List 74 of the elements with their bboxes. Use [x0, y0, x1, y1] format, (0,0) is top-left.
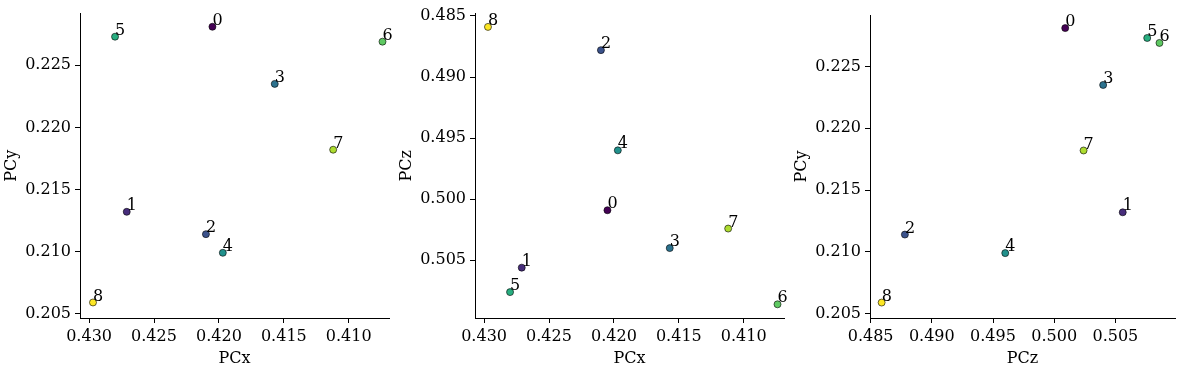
y-tick-label: 0.225 [25, 54, 71, 74]
y-tick-label: 0.495 [420, 127, 466, 147]
annotation: 6 [777, 287, 788, 307]
x-tick-label: 0.425 [131, 325, 177, 345]
x-tick-label: 0.425 [526, 325, 572, 345]
y-tick-label: 0.210 [25, 240, 71, 260]
point [773, 300, 782, 309]
annotation: 2 [904, 217, 916, 237]
x-tick-label: 0.420 [196, 325, 242, 345]
x-tick-label: 0.420 [591, 325, 637, 345]
annotation: 3 [1103, 68, 1114, 88]
annotation: 2 [205, 217, 217, 237]
point [484, 23, 492, 31]
point [122, 208, 131, 216]
y-axis-title: PCz [395, 150, 415, 182]
x-tick-label: 0.490 [908, 325, 955, 345]
annotation: 5 [115, 19, 126, 39]
x-tick-label: 0.495 [970, 325, 1016, 345]
y-tick-label: 0.215 [25, 178, 71, 198]
y-tick-label: 0.205 [815, 302, 861, 322]
x-tick-label: 0.505 [1092, 325, 1139, 345]
x-tick-label: 0.410 [720, 325, 767, 345]
annotation: 5 [1147, 21, 1158, 41]
annotation: 4 [1005, 236, 1016, 256]
annotation: 0 [212, 9, 223, 29]
point [1099, 81, 1107, 89]
y-axis-title: PCy [790, 150, 810, 183]
annotation: 8 [92, 285, 104, 305]
point [603, 206, 612, 215]
y-tick-label: 0.210 [815, 241, 861, 261]
x-axis-title: PCx [613, 347, 646, 367]
point [270, 80, 279, 88]
annotation: 1 [521, 250, 532, 270]
x-tick-label: 0.500 [1031, 325, 1078, 345]
y-tick-label: 0.220 [815, 117, 861, 137]
y-tick-label: 0.485 [420, 5, 466, 25]
annotation: 3 [669, 231, 680, 251]
x-tick-label: 0.430 [66, 325, 112, 345]
annotation: 4 [222, 235, 233, 255]
annotation: 0 [607, 193, 618, 213]
annotation: 7 [1083, 133, 1094, 153]
annotation: 4 [617, 133, 628, 153]
annotation: 7 [728, 211, 739, 231]
x-tick-label: 0.485 [847, 325, 894, 345]
x-tick-label: 0.415 [260, 325, 307, 345]
y-axis-title: PCy [0, 149, 20, 182]
point [665, 244, 674, 252]
point [506, 288, 514, 296]
y-tick-label: 0.215 [815, 179, 861, 199]
y-tick-label: 0.220 [25, 116, 71, 136]
x-tick-label: 0.410 [325, 325, 372, 345]
y-tick-label: 0.490 [420, 66, 466, 86]
point [202, 230, 210, 238]
y-tick-label: 0.225 [815, 55, 861, 75]
point [1118, 208, 1127, 217]
y-tick-label: 0.500 [420, 188, 466, 208]
y-tick-label: 0.505 [420, 249, 466, 269]
x-tick-label: 0.415 [655, 325, 702, 345]
annotation: 8 [487, 10, 499, 30]
annotation: 1 [126, 194, 137, 214]
annotation: 0 [1065, 11, 1076, 31]
annotation: 2 [600, 33, 612, 53]
annotation: 3 [274, 67, 285, 87]
y-tick-label: 0.205 [25, 302, 71, 322]
annotation: 8 [881, 285, 892, 305]
annotation: 7 [333, 132, 344, 152]
annotation: 6 [1159, 26, 1170, 46]
annotation: 6 [382, 24, 393, 44]
annotation: 5 [510, 275, 521, 295]
x-axis-title: PCz [1006, 347, 1039, 367]
annotation: 1 [1122, 195, 1133, 215]
x-axis-title: PCx [218, 347, 251, 367]
point [597, 46, 605, 54]
x-tick-label: 0.430 [461, 325, 507, 345]
